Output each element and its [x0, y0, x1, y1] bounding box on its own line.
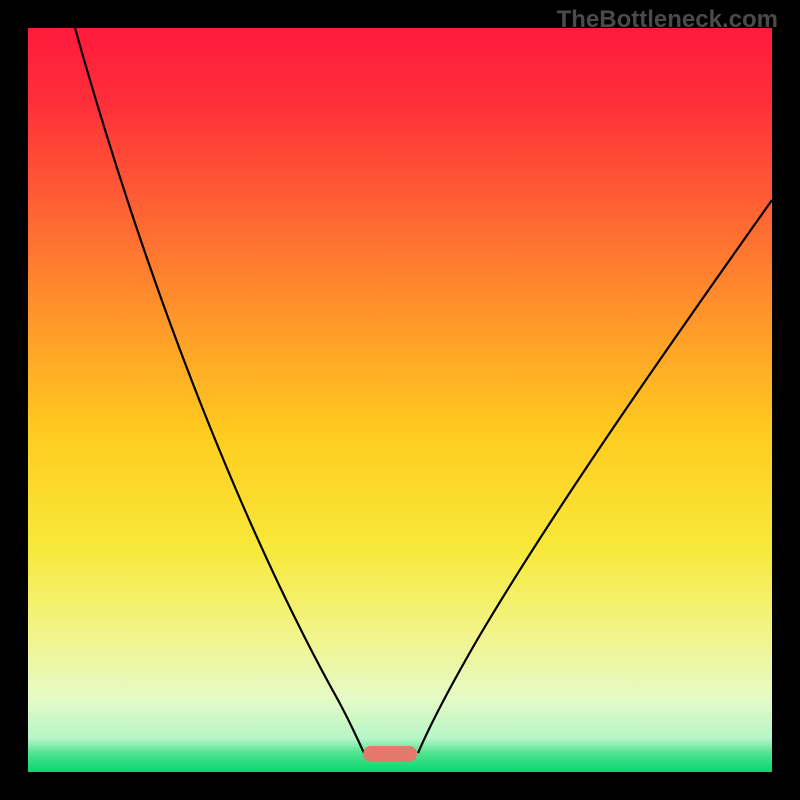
plot-area-rect: [28, 28, 772, 772]
bottleneck-marker: [363, 746, 417, 762]
chart-container: TheBottleneck.com: [0, 0, 800, 800]
bottleneck-chart-svg: [0, 0, 800, 800]
watermark-text: TheBottleneck.com: [557, 6, 778, 34]
